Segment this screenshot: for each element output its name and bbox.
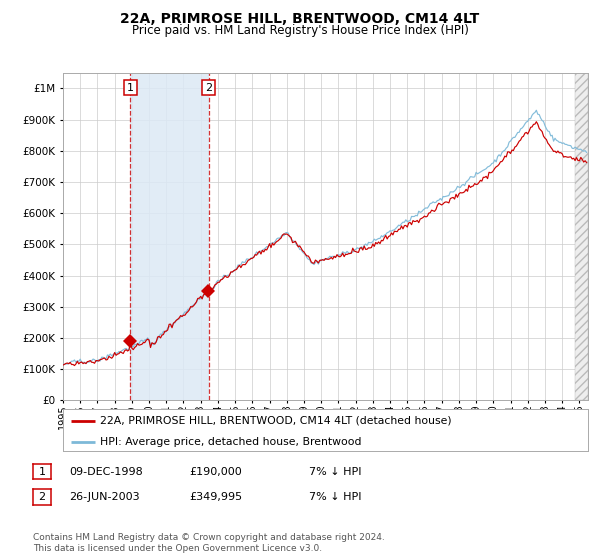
Text: Price paid vs. HM Land Registry's House Price Index (HPI): Price paid vs. HM Land Registry's House … <box>131 24 469 36</box>
Text: 22A, PRIMROSE HILL, BRENTWOOD, CM14 4LT (detached house): 22A, PRIMROSE HILL, BRENTWOOD, CM14 4LT … <box>100 416 451 426</box>
Text: 26-JUN-2003: 26-JUN-2003 <box>69 492 140 502</box>
Text: 7% ↓ HPI: 7% ↓ HPI <box>309 492 361 502</box>
Text: 7% ↓ HPI: 7% ↓ HPI <box>309 466 361 477</box>
Text: 1: 1 <box>38 466 46 477</box>
Text: £190,000: £190,000 <box>189 466 242 477</box>
Text: 09-DEC-1998: 09-DEC-1998 <box>69 466 143 477</box>
Bar <box>130 73 209 400</box>
Text: HPI: Average price, detached house, Brentwood: HPI: Average price, detached house, Bren… <box>100 437 361 446</box>
Text: Contains HM Land Registry data © Crown copyright and database right 2024.
This d: Contains HM Land Registry data © Crown c… <box>33 533 385 553</box>
Text: 22A, PRIMROSE HILL, BRENTWOOD, CM14 4LT: 22A, PRIMROSE HILL, BRENTWOOD, CM14 4LT <box>121 12 479 26</box>
Text: £349,995: £349,995 <box>189 492 242 502</box>
Text: 1: 1 <box>127 82 134 92</box>
Text: 2: 2 <box>205 82 212 92</box>
Text: 2: 2 <box>38 492 46 502</box>
